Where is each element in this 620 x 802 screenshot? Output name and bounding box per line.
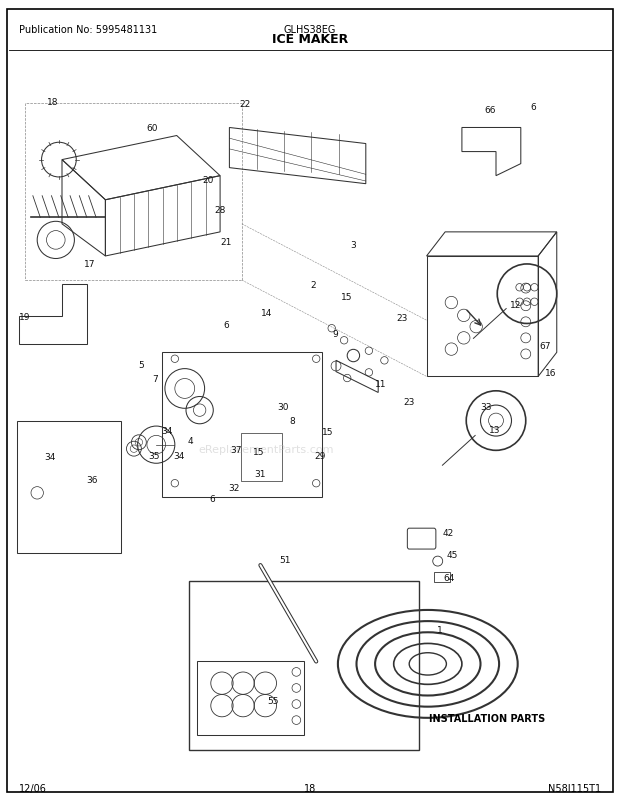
Text: 30: 30 — [277, 402, 288, 411]
Text: 19: 19 — [19, 313, 30, 322]
Text: 12: 12 — [510, 300, 521, 310]
Text: 34: 34 — [173, 451, 184, 460]
Text: ICE MAKER: ICE MAKER — [272, 33, 348, 46]
Text: 6: 6 — [223, 320, 229, 330]
Text: 36: 36 — [86, 475, 97, 484]
Text: 29: 29 — [315, 451, 326, 460]
Text: 1: 1 — [437, 625, 443, 634]
Text: 6: 6 — [209, 494, 215, 504]
Text: 51: 51 — [280, 555, 291, 565]
Text: 21: 21 — [221, 237, 232, 247]
Text: 31: 31 — [255, 469, 266, 479]
Text: N58I115T1: N58I115T1 — [548, 783, 601, 792]
Text: 55: 55 — [267, 695, 278, 705]
Text: 15: 15 — [342, 293, 353, 302]
Text: 23: 23 — [404, 397, 415, 407]
Text: 15: 15 — [254, 448, 265, 457]
Text: 6: 6 — [530, 103, 536, 112]
Text: 3: 3 — [350, 241, 356, 250]
Text: 42: 42 — [443, 528, 454, 537]
Text: 64: 64 — [443, 573, 454, 582]
Text: 67: 67 — [540, 342, 551, 351]
Text: Publication No: 5995481131: Publication No: 5995481131 — [19, 25, 157, 34]
Text: 14: 14 — [261, 309, 272, 318]
Text: 17: 17 — [84, 260, 95, 269]
Text: 4: 4 — [187, 436, 193, 446]
Text: 23: 23 — [396, 314, 407, 323]
Text: 2: 2 — [310, 280, 316, 290]
Text: 28: 28 — [215, 205, 226, 215]
Text: 11: 11 — [375, 379, 386, 389]
Text: 12/06: 12/06 — [19, 783, 46, 792]
Text: 18: 18 — [304, 783, 316, 792]
Text: 9: 9 — [332, 330, 339, 339]
Text: 37: 37 — [231, 445, 242, 455]
Text: 32: 32 — [228, 483, 239, 492]
Text: 5: 5 — [138, 360, 144, 370]
Text: 34: 34 — [44, 452, 55, 462]
Text: 66: 66 — [484, 106, 495, 115]
Text: GLHS38EG: GLHS38EG — [284, 25, 336, 34]
Text: eReplacementParts.com: eReplacementParts.com — [199, 444, 334, 454]
Text: 35: 35 — [148, 452, 159, 461]
Text: 22: 22 — [239, 99, 250, 109]
Text: 8: 8 — [289, 416, 295, 426]
Text: 34: 34 — [162, 426, 173, 435]
Text: 60: 60 — [146, 124, 157, 133]
Text: 45: 45 — [447, 550, 458, 560]
Text: 7: 7 — [152, 375, 158, 384]
Text: 13: 13 — [489, 425, 500, 435]
Text: 16: 16 — [545, 368, 556, 378]
Text: 15: 15 — [322, 427, 334, 436]
Text: INSTALLATION PARTS: INSTALLATION PARTS — [428, 713, 545, 723]
Text: 20: 20 — [202, 176, 213, 185]
Text: 18: 18 — [47, 98, 58, 107]
Text: 33: 33 — [480, 403, 492, 412]
